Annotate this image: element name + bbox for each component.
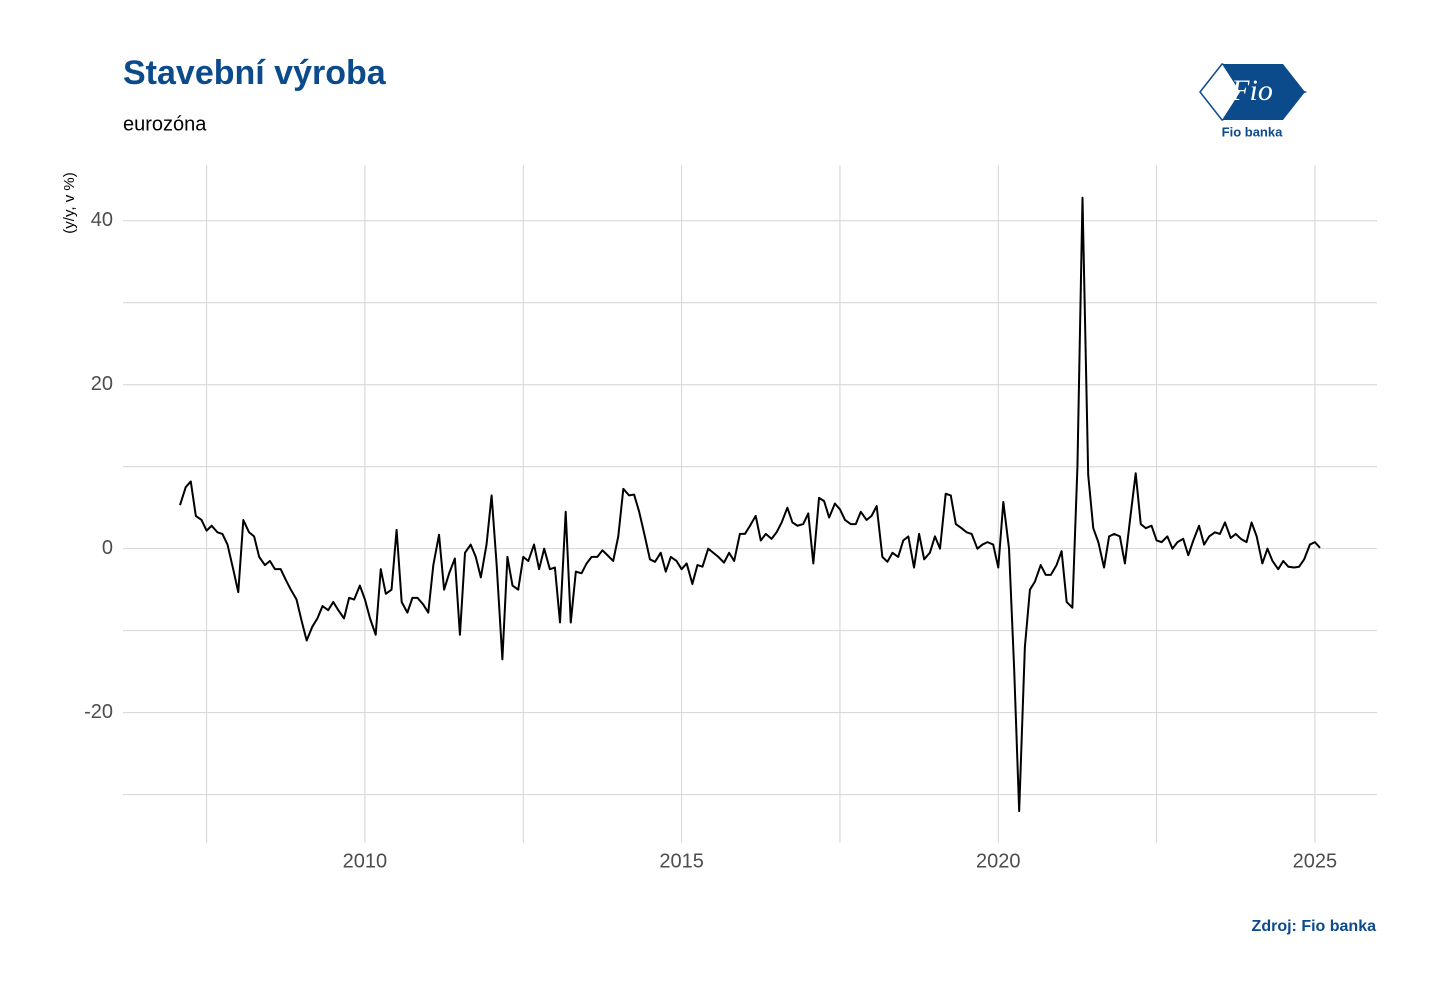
y-tick-label: -20 xyxy=(84,701,113,723)
logo: Fio Fio banka xyxy=(1199,63,1308,139)
line xyxy=(179,196,1321,813)
y-tick-label: 40 xyxy=(91,209,113,231)
logo-text: Fio banka xyxy=(1222,124,1283,139)
chart-title: Stavební výroba xyxy=(123,54,387,92)
x-tick-label: 2015 xyxy=(659,850,704,872)
y-tick-label: 20 xyxy=(91,373,113,395)
logo-flag xyxy=(1222,64,1305,120)
x-tick-label: 2025 xyxy=(1293,850,1338,872)
y-tick-label: 0 xyxy=(102,537,113,559)
y-axis-label: (y/y, v %) xyxy=(61,172,78,233)
source: Zdroj: Fio banka xyxy=(1252,918,1377,935)
grid xyxy=(123,165,1377,843)
logo-mark: Fio xyxy=(1230,74,1273,107)
x-tick-label: 2010 xyxy=(343,850,388,872)
x-tick-label: 2020 xyxy=(976,850,1021,872)
chart-subtitle: eurozóna xyxy=(123,113,207,135)
